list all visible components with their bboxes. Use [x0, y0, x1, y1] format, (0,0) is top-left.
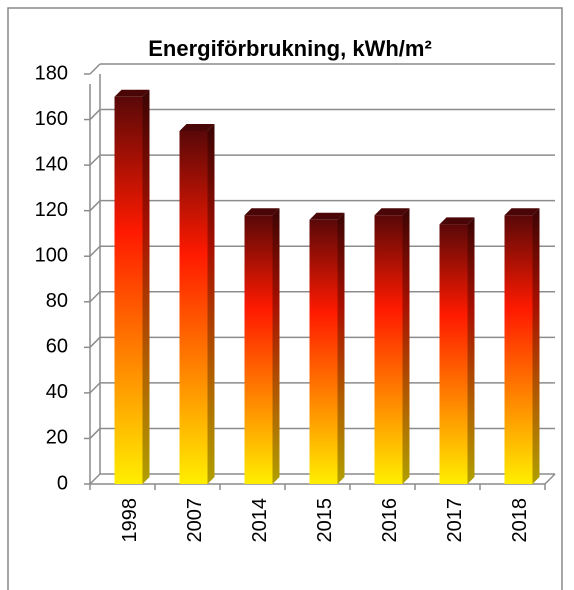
y-tick-label: 180 [35, 62, 68, 84]
grid-diagonal [89, 382, 101, 394]
bar [179, 130, 208, 484]
bar-top [309, 212, 345, 220]
x-tick-label: 2017 [444, 498, 466, 543]
x-tick-label: 2014 [249, 498, 271, 543]
grid-diagonal [89, 473, 101, 485]
y-tick-label: 160 [35, 108, 68, 130]
bar-side [467, 217, 475, 485]
bar [244, 215, 273, 484]
bar-side [337, 212, 345, 484]
grid-diagonal [89, 109, 101, 121]
bar [374, 215, 403, 484]
bar [114, 96, 143, 485]
bar-side [532, 208, 540, 484]
grid-diagonal [89, 200, 101, 212]
bar-top [179, 123, 215, 131]
grid-diagonal [89, 291, 101, 303]
bar-side [272, 208, 280, 484]
bar-top [244, 208, 280, 216]
x-tick-label: 2007 [184, 498, 206, 543]
y-tick-label: 120 [35, 199, 68, 221]
bar [504, 215, 533, 484]
x-tick-label: 2018 [509, 498, 531, 543]
y-tick-label: 40 [46, 381, 68, 403]
bar-top [504, 208, 540, 216]
bar-side [142, 89, 150, 485]
y-tick-label: 20 [46, 427, 68, 449]
y-tick-label: 0 [57, 472, 68, 494]
y-tick-label: 100 [35, 245, 68, 267]
x-tick-label: 2016 [379, 498, 401, 543]
grid-diagonal [89, 336, 101, 348]
grid-diagonal [89, 245, 101, 257]
bar [309, 219, 338, 484]
y-tick-label: 140 [35, 153, 68, 175]
bar-side [402, 208, 410, 484]
floor-right [544, 473, 556, 485]
frame [7, 7, 563, 590]
x-tick-label: 1998 [119, 498, 141, 543]
chart-title: Energiförbrukning, kWh/m² [148, 36, 432, 61]
bar-top [439, 217, 475, 225]
bar-top [374, 208, 410, 216]
grid-diagonal [89, 63, 101, 75]
bar [439, 224, 468, 485]
grid-diagonal [89, 427, 101, 439]
y-tick-label: 80 [46, 290, 68, 312]
bar-side [207, 123, 215, 484]
grid-diagonal [89, 154, 101, 166]
bar-top [114, 89, 150, 97]
y-tick-label: 60 [46, 336, 68, 358]
x-tick-label: 2015 [314, 498, 336, 543]
